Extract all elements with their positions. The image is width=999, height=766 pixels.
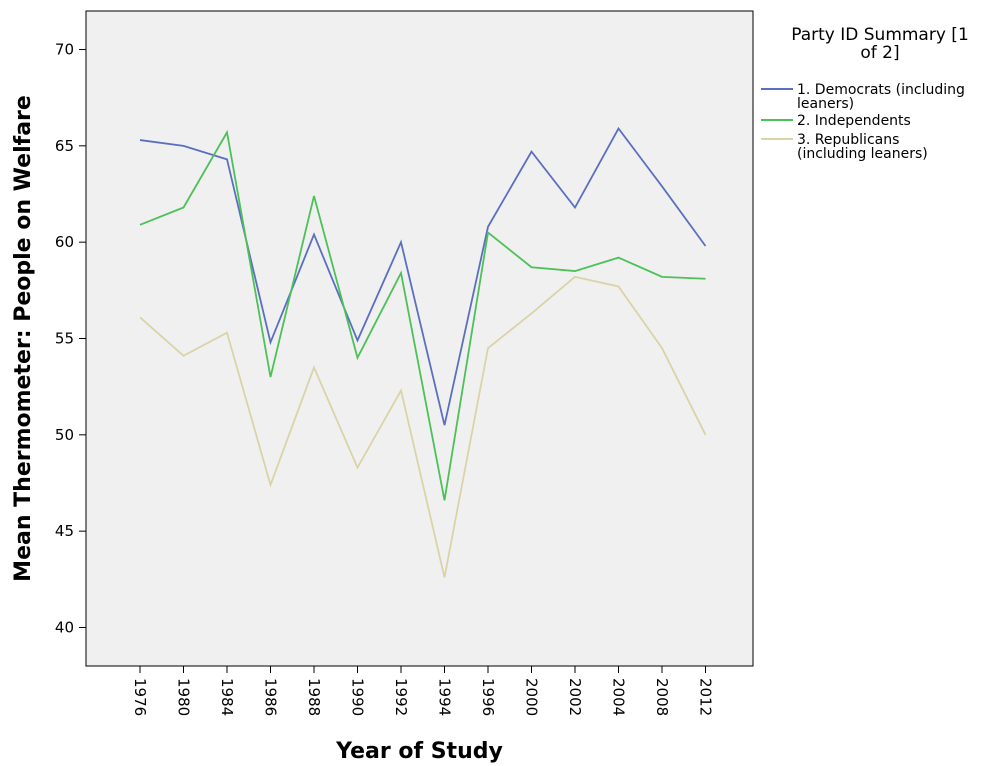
legend-label: 1. Democrats (including bbox=[797, 82, 965, 98]
x-tick-label: 2000 bbox=[523, 678, 541, 716]
y-tick-label: 55 bbox=[55, 330, 74, 348]
legend: Party ID Summary [1of 2] 1. Democrats (in… bbox=[761, 25, 969, 162]
x-tick-label: 2002 bbox=[566, 678, 584, 716]
series-line-3 bbox=[139, 275, 707, 578]
legend-label: (including leaners) bbox=[797, 146, 928, 162]
x-tick-label: 2004 bbox=[610, 678, 628, 716]
x-axis: 1976 1980 1984 1986 1988 1990 1992 1994 1996 2000… bbox=[131, 666, 715, 716]
x-tick-label: 2008 bbox=[653, 678, 671, 716]
y-tick-label: 65 bbox=[55, 137, 74, 155]
legend-label: leaners) bbox=[797, 96, 854, 112]
x-tick-label: 1988 bbox=[305, 678, 323, 716]
legend-label: 3. Republicans bbox=[797, 132, 899, 148]
legend-title: Party ID Summary [1 bbox=[791, 25, 969, 45]
series-lines bbox=[139, 126, 707, 578]
legend-title: of 2] bbox=[860, 43, 899, 63]
series-line-1 bbox=[139, 126, 707, 426]
x-tick-label: 1994 bbox=[436, 678, 454, 716]
x-tick-label: 1990 bbox=[349, 678, 367, 716]
x-tick-label: 1980 bbox=[175, 678, 193, 716]
legend-label: 2. Independents bbox=[797, 113, 911, 129]
y-tick-label: 45 bbox=[55, 522, 74, 540]
x-tick-label: 1976 bbox=[131, 678, 149, 716]
x-tick-label: 1984 bbox=[218, 678, 236, 716]
x-tick-label: 1992 bbox=[392, 678, 410, 716]
x-axis-title: Year of Study bbox=[335, 739, 503, 764]
x-tick-label: 1986 bbox=[262, 678, 280, 716]
y-tick-label: 70 bbox=[55, 41, 74, 59]
y-axis: 40 45 50 55 60 65 70 bbox=[55, 41, 86, 636]
plot-area bbox=[85, 10, 754, 667]
series-line-2 bbox=[139, 129, 706, 501]
x-tick-label: 1996 bbox=[479, 678, 497, 716]
y-tick-label: 40 bbox=[55, 618, 74, 636]
y-tick-label: 60 bbox=[55, 233, 74, 251]
y-tick-label: 50 bbox=[55, 426, 74, 444]
y-axis-title: Mean Thermometer: People on Welfare bbox=[11, 95, 36, 582]
x-tick-label: 2012 bbox=[697, 678, 715, 716]
